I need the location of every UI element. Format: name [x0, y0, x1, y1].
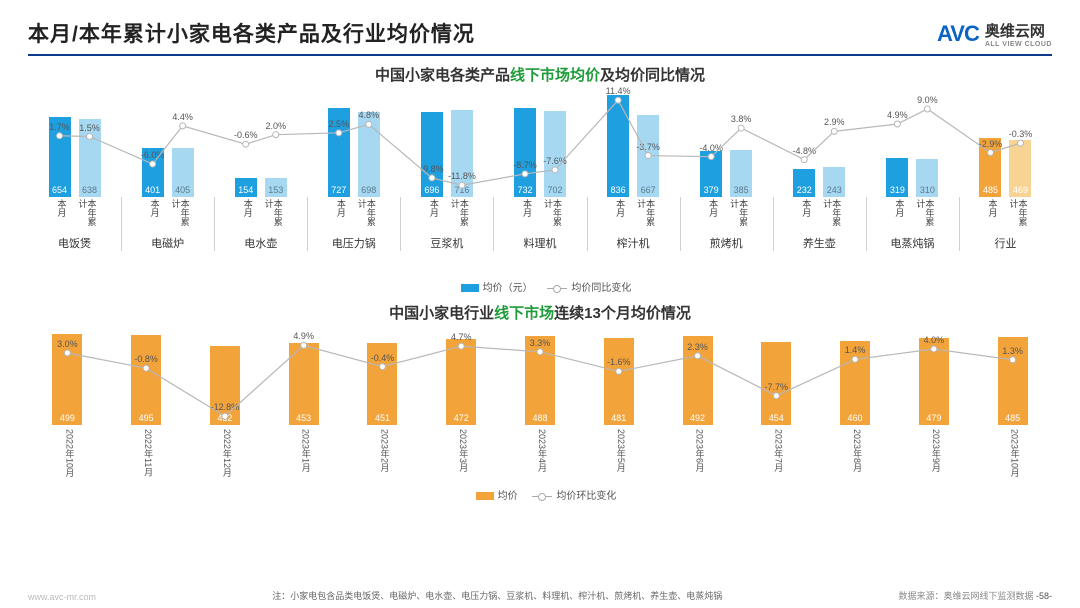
page-number: -58- — [1036, 591, 1052, 601]
chart1-sublabels: 本月本年累计本月本年累计本月本年累计本月本年累计本月本年累计本月本年累计本月本年… — [28, 199, 1052, 233]
x-label: 2023年10月 — [1007, 429, 1019, 477]
x-label: 2022年12月 — [219, 429, 231, 477]
page-title: 本月/本年累计小家电各类产品及行业均价情况 — [28, 18, 475, 48]
category-label: 电水壶 — [244, 235, 277, 251]
chart2-xlabels: 2022年10月 2022年11月 2022年12月 2023年1月 2023年2月 20… — [28, 429, 1052, 479]
chart1-line-svg — [28, 87, 1052, 197]
sublabel: 本年累计 — [177, 199, 189, 233]
sublabel: 本年累计 — [84, 199, 96, 233]
sublabel: 本年累计 — [642, 199, 654, 233]
x-label: 2022年11月 — [140, 429, 152, 476]
divider — [121, 197, 122, 251]
sublabel: 本月 — [147, 199, 159, 217]
chart1: 6546381.7%1.5%401405-6.0%4.4%154153-0.6%… — [28, 87, 1052, 277]
chart1-title-hl: 线下市场均价 — [510, 67, 600, 84]
sublabel: 本年累计 — [828, 199, 840, 233]
chart2-line-svg — [28, 325, 1052, 425]
x-label: 2023年3月 — [455, 429, 467, 472]
sublabel: 本年累计 — [735, 199, 747, 233]
category-label: 养生壶 — [803, 235, 836, 251]
category-label: 料理机 — [524, 235, 557, 251]
legend-line-swatch — [532, 496, 552, 497]
sublabel: 本月 — [333, 199, 345, 217]
source-note: 数据来源：奥维云网线下监测数据 -58- — [898, 589, 1052, 602]
chart2-title-hl: 线下市场 — [494, 305, 554, 322]
chart1-block: 中国小家电各类产品线下市场均价及均价同比情况 6546381.7%1.5%401… — [28, 64, 1052, 294]
x-label: 2023年9月 — [928, 429, 940, 472]
footnote: 注：小家电包含品类电饭煲、电磁炉、电水壶、电压力锅、豆浆机、料理机、榨汁机、煎烤… — [96, 589, 898, 602]
divider — [400, 197, 401, 251]
category-label: 电磁炉 — [151, 235, 184, 251]
category-label: 行业 — [994, 235, 1016, 251]
divider — [587, 197, 588, 251]
x-label: 2023年1月 — [298, 429, 310, 472]
sublabel: 本年累计 — [549, 199, 561, 233]
sublabel: 本月 — [54, 199, 66, 217]
divider — [307, 197, 308, 251]
divider — [866, 197, 867, 251]
category-label: 电压力锅 — [332, 235, 376, 251]
sublabel: 本年累计 — [921, 199, 933, 233]
watermark: www.avc-mr.com — [28, 592, 96, 602]
sublabel: 本月 — [798, 199, 810, 217]
x-label: 2023年4月 — [534, 429, 546, 472]
sublabel: 本年累计 — [363, 199, 375, 233]
logo-cn: 奥维云网 — [985, 23, 1045, 40]
category-label: 豆浆机 — [430, 235, 463, 251]
sublabel: 本年累计 — [456, 199, 468, 233]
x-label: 2023年6月 — [692, 429, 704, 472]
slide: 本月/本年累计小家电各类产品及行业均价情况 AVC 奥维云网 ALL VIEW … — [0, 0, 1080, 608]
legend-bar-label: 均价（元） — [483, 283, 533, 294]
divider — [493, 197, 494, 251]
legend-bar-swatch — [461, 284, 479, 292]
logo-en: ALL VIEW CLOUD — [985, 41, 1052, 48]
chart1-title-post: 及均价同比情况 — [600, 67, 705, 84]
footer: www.avc-mr.com 注：小家电包含品类电饭煲、电磁炉、电水壶、电压力锅… — [28, 589, 1052, 602]
legend-bar-swatch — [476, 492, 494, 500]
sublabel: 本月 — [891, 199, 903, 217]
category-label: 榨汁机 — [617, 235, 650, 251]
chart2-title-post: 连续13个月均价情况 — [554, 305, 691, 322]
chart2-title-pre: 中国小家电行业 — [389, 305, 494, 322]
chart1-legend: 均价（元） 均价同比变化 — [28, 279, 1052, 294]
sublabel: 本月 — [426, 199, 438, 217]
x-label: 2023年8月 — [849, 429, 861, 472]
chart2: 4993.0%495-0.8%432-12.8%4534.9%451-0.4%4… — [28, 325, 1052, 485]
logo: AVC 奥维云网 ALL VIEW CLOUD — [937, 20, 1052, 48]
chart1-title: 中国小家电各类产品线下市场均价及均价同比情况 — [28, 64, 1052, 85]
header: 本月/本年累计小家电各类产品及行业均价情况 AVC 奥维云网 ALL VIEW … — [28, 18, 1052, 56]
chart2-block: 中国小家电行业线下市场连续13个月均价情况 4993.0%495-0.8%432… — [28, 302, 1052, 502]
source-text: 数据来源：奥维云网线下监测数据 — [898, 591, 1033, 601]
chart1-title-pre: 中国小家电各类产品 — [375, 67, 510, 84]
divider — [773, 197, 774, 251]
x-label: 2023年7月 — [770, 429, 782, 472]
category-label: 电饭煲 — [58, 235, 91, 251]
category-label: 电蒸炖锅 — [890, 235, 934, 251]
x-label: 2023年2月 — [376, 429, 388, 472]
divider — [214, 197, 215, 251]
sublabel: 本月 — [240, 199, 252, 217]
category-label: 煎烤机 — [710, 235, 743, 251]
legend-line-swatch — [547, 288, 567, 289]
divider — [959, 197, 960, 251]
sublabel: 本月 — [705, 199, 717, 217]
sublabel: 本月 — [519, 199, 531, 217]
sublabel: 本年累计 — [1014, 199, 1026, 233]
legend-line-label: 均价环比变化 — [556, 491, 616, 502]
chart2-legend: 均价 均价环比变化 — [28, 487, 1052, 502]
x-label: 2022年10月 — [61, 429, 73, 477]
chart1-catlabels: 电饭煲 电磁炉 电水壶 电压力锅 豆浆机 料理机 榨汁机 煎烤机 养生壶 电蒸炖锅 行业 — [28, 235, 1052, 253]
x-label: 2023年5月 — [613, 429, 625, 472]
logo-mark: AVC — [937, 21, 979, 47]
sublabel: 本月 — [612, 199, 624, 217]
divider — [680, 197, 681, 251]
sublabel: 本年累计 — [270, 199, 282, 233]
legend-line-label: 均价同比变化 — [571, 283, 631, 294]
sublabel: 本月 — [984, 199, 996, 217]
legend-bar-label: 均价 — [498, 491, 518, 502]
chart2-title: 中国小家电行业线下市场连续13个月均价情况 — [28, 302, 1052, 323]
